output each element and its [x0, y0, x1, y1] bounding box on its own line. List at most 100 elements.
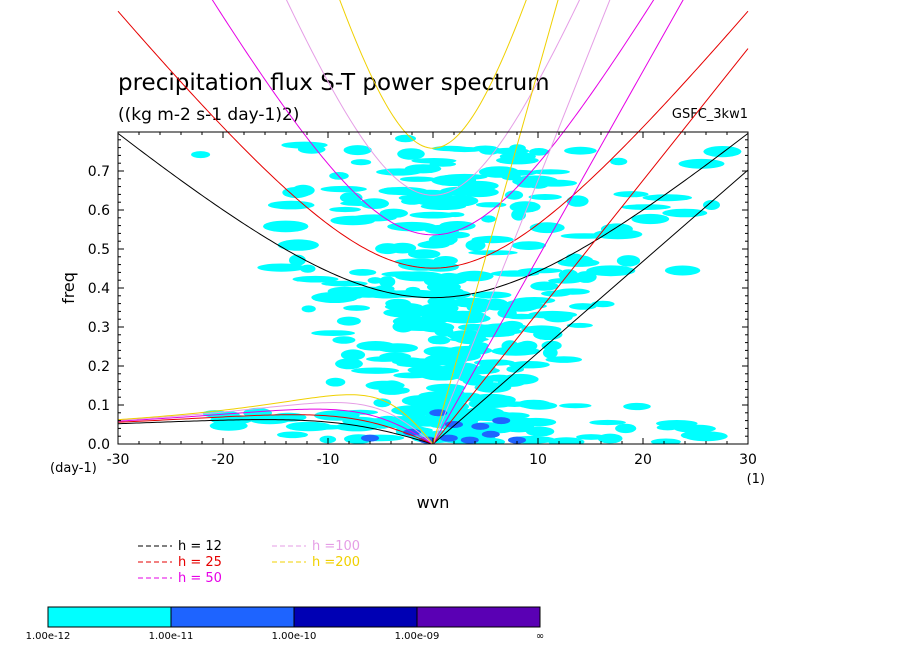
contour-blob — [508, 361, 550, 369]
contour-blob — [564, 146, 597, 155]
contour-blob-level2 — [439, 434, 458, 442]
kelvin-curve-1 — [432, 48, 749, 444]
contour-blob — [263, 220, 309, 233]
contour-blob — [613, 191, 649, 198]
y-unit-label: (day-1) — [50, 461, 97, 476]
contour-blob — [589, 419, 626, 426]
y-tick-label: 0.1 — [88, 398, 110, 414]
contour-blob — [481, 215, 496, 223]
contour-blob — [417, 241, 450, 249]
contour-blob — [285, 421, 332, 432]
contour-blob — [662, 208, 708, 218]
y-tick-label: 0.5 — [88, 242, 110, 258]
contour-blob — [291, 184, 315, 196]
contour-blob — [361, 342, 389, 349]
contour-blob — [292, 275, 339, 283]
x-unit-label: (1) — [747, 472, 765, 487]
contour-blob — [340, 349, 366, 361]
colorbar-segment — [293, 606, 418, 628]
contour-blob — [191, 151, 211, 159]
contour-blob — [530, 281, 559, 291]
contour-blob — [503, 423, 535, 433]
colorbar-label: 1.00e-12 — [26, 631, 71, 642]
contour-blob — [478, 146, 501, 155]
model-tag: GSFC_3kw1 — [672, 107, 748, 122]
contour-blob — [321, 280, 368, 287]
contour-blob — [257, 263, 306, 272]
contour-blob — [340, 200, 378, 206]
contour-blob — [267, 200, 315, 210]
contour-blob — [558, 269, 579, 281]
contour-blob — [528, 194, 562, 200]
colorbar-label: 1.00e-10 — [272, 631, 317, 642]
kelvin-curve-4 — [432, 0, 559, 444]
contour-blob-level2 — [445, 421, 463, 428]
contour-blob — [408, 249, 441, 259]
contour-blob — [399, 176, 436, 182]
x-tick-label: -20 — [212, 452, 235, 468]
contour-blob — [277, 239, 319, 251]
contour-blob — [373, 398, 392, 408]
rossby-curve-3 — [117, 402, 434, 444]
contour-blob — [656, 420, 698, 427]
x-tick-label: -10 — [317, 452, 340, 468]
contour-blob — [350, 159, 372, 166]
contour-blob — [289, 254, 306, 266]
y-tick-label: 0.7 — [88, 164, 110, 180]
contour-blob — [491, 346, 541, 356]
contour-blob — [664, 265, 701, 276]
contour-blob-level2 — [492, 417, 511, 425]
x-axis-label: wvn — [417, 493, 450, 512]
colorbar-segment — [416, 606, 541, 628]
contour-blob — [378, 186, 428, 196]
inertia-gravity-curve-3 — [285, 0, 581, 196]
contour-blob — [341, 287, 366, 300]
contour-blob — [440, 350, 481, 362]
contour-blob — [451, 297, 493, 308]
contour-blob — [367, 277, 383, 284]
contour-blob — [277, 431, 308, 439]
contour-blob — [473, 400, 513, 408]
x-tick-label: 10 — [529, 452, 547, 468]
contour-blob — [566, 253, 584, 262]
contour-blob — [703, 200, 720, 210]
axis-ticks: -30 -20 -10 0 10 20 30 0.0 0.1 0.2 0.3 0.4 0.5 0.6 0.7 — [88, 132, 757, 468]
contour-blob-level2 — [429, 409, 448, 417]
inertia-gravity-curve-1 — [117, 10, 749, 269]
contour-blob — [471, 291, 512, 299]
contour-blob — [343, 305, 370, 311]
contour-blob — [332, 336, 356, 344]
contour-blob — [509, 144, 526, 153]
rossby-curve-2 — [117, 408, 434, 444]
contour-blob — [376, 168, 422, 176]
contour-blob — [320, 185, 367, 193]
contour-blob — [329, 206, 361, 213]
contour-blob-level2 — [508, 436, 526, 444]
x-tick-label: 0 — [429, 452, 438, 468]
contour-blob — [600, 223, 633, 235]
legend-label: h = 25 — [178, 555, 222, 570]
contour-blob — [393, 310, 422, 317]
contour-blob — [527, 310, 578, 319]
contour-blob — [504, 190, 524, 200]
contour-blob — [610, 157, 628, 166]
y-tick-label: 0.3 — [88, 320, 110, 336]
inertia-gravity-curve-4 — [339, 0, 527, 149]
contour-blob — [615, 423, 637, 434]
contour-blob — [678, 158, 725, 169]
contour-blob — [465, 239, 486, 251]
contour-blob — [349, 269, 377, 276]
colorbar-label: ∞ — [536, 631, 544, 642]
contour-blob — [511, 209, 526, 221]
contour-blob — [616, 255, 641, 267]
contour-blob — [529, 148, 549, 156]
contour-blob — [379, 208, 408, 218]
colorbar-segment — [170, 606, 295, 628]
contour-blob — [335, 358, 363, 370]
contour-blob — [566, 195, 589, 207]
contour-blob — [430, 336, 451, 345]
contour-blob — [311, 330, 355, 336]
